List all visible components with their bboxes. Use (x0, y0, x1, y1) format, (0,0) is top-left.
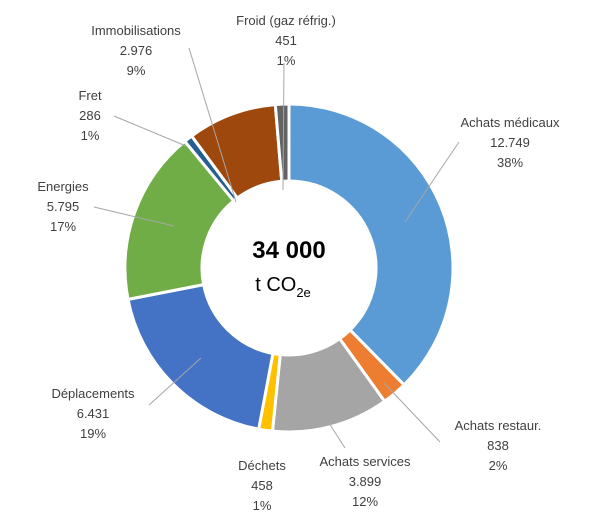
leader-line-achats-medicaux (404, 141, 460, 223)
label-fret-name: Fret (78, 88, 102, 103)
total-value: 34 000 (252, 237, 325, 264)
slice-deplacements (126, 282, 275, 431)
slice-labels: Achats médicaux 12.749 38% Achats restaur. 8… (37, 13, 560, 513)
leader-lines (93, 47, 460, 449)
label-achats-medicaux-value: 12.749 (490, 135, 530, 150)
label-immobilisations-name: Immobilisations (91, 23, 181, 38)
label-achats-services-name: Achats services (319, 454, 411, 469)
label-froid-gaz-refrig-percent: 1% (277, 53, 296, 68)
leader-line-achats-services (326, 419, 346, 449)
slice-achats-medicaux (287, 102, 455, 388)
label-fret-percent: 1% (81, 128, 100, 143)
total-unit-subscript: 2e (296, 285, 310, 300)
leader-line-immobilisations (188, 47, 237, 203)
label-deplacements-percent: 19% (80, 426, 106, 441)
label-achats-services-percent: 12% (352, 494, 378, 509)
label-dechets-name: Déchets (238, 458, 286, 473)
slice-froid-gaz-refrig (273, 102, 291, 183)
label-dechets-value: 458 (251, 478, 273, 493)
label-achats-restaur-percent: 2% (489, 458, 508, 473)
label-achats-medicaux-name: Achats médicaux (461, 115, 560, 130)
label-achats-services-value: 3.899 (349, 474, 382, 489)
label-achats-medicaux-percent: 38% (497, 155, 523, 170)
leader-line-achats-restaur (383, 382, 441, 443)
label-froid-gaz-refrig-value: 451 (275, 33, 297, 48)
label-deplacements-name: Déplacements (51, 386, 135, 401)
label-immobilisations-percent: 9% (127, 63, 146, 78)
label-dechets-percent: 1% (253, 498, 272, 513)
leader-line-deplacements (148, 357, 202, 406)
label-energies-value: 5.795 (47, 199, 80, 214)
leader-line-fret (113, 115, 187, 147)
label-achats-restaur-value: 838 (487, 438, 509, 453)
label-froid-gaz-refrig-name: Froid (gaz réfrig.) (236, 13, 336, 28)
label-energies-name: Energies (37, 179, 89, 194)
label-immobilisations-value: 2.976 (120, 43, 153, 58)
label-energies-percent: 17% (50, 219, 76, 234)
donut-slices (123, 102, 455, 434)
label-fret-value: 286 (79, 108, 101, 123)
leader-line-froid-gaz-refrig (282, 62, 285, 191)
label-achats-restaur-name: Achats restaur. (455, 418, 542, 433)
leader-line-energies (93, 206, 175, 227)
label-deplacements-value: 6.431 (77, 406, 110, 421)
total-unit-main: t CO (255, 274, 296, 296)
total-unit: t CO2e (255, 274, 311, 300)
